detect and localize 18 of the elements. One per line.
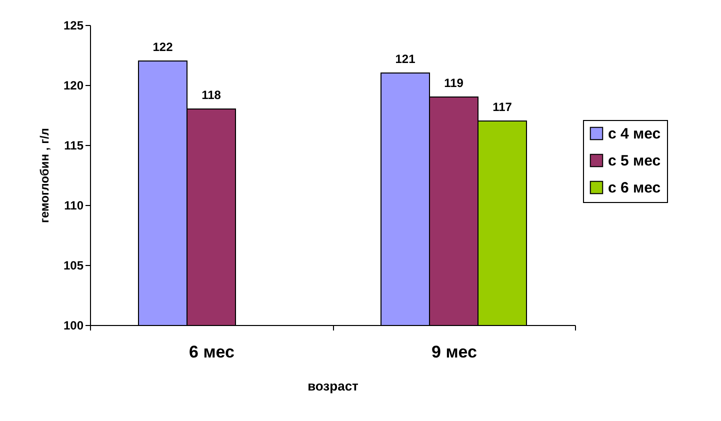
data-label: 118	[202, 88, 222, 102]
y-axis-title: гемоглобин , г/л	[37, 128, 52, 224]
data-label: 119	[444, 76, 464, 90]
x-tick-label: 6 мес	[189, 342, 234, 362]
y-tick-label: 120	[63, 78, 84, 92]
x-tick-label: 9 мес	[432, 342, 477, 362]
data-label: 122	[152, 40, 174, 54]
x-axis-title: возраст	[308, 378, 358, 394]
y-tick-label: 115	[64, 138, 84, 152]
data-label: 121	[395, 52, 416, 66]
legend-label: с 6 мес	[608, 180, 661, 196]
legend-label: с 4 мес	[608, 126, 661, 142]
y-tick-label: 110	[64, 198, 84, 212]
y-tick-label: 100	[63, 318, 84, 332]
y-tick-label: 105	[63, 258, 84, 272]
y-tick-label: 125	[63, 18, 84, 32]
legend-label: с 5 мес	[608, 152, 661, 170]
data-label: 117	[492, 100, 512, 114]
